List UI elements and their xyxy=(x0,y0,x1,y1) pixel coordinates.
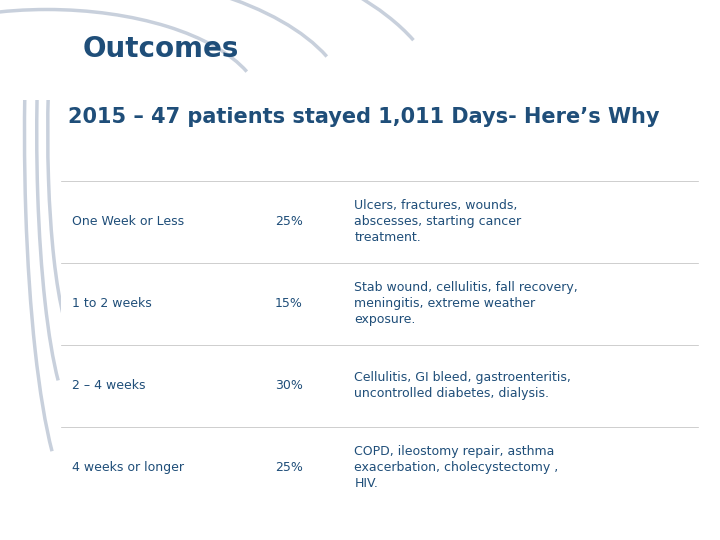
Text: Outcomes: Outcomes xyxy=(83,36,239,63)
Text: 15%: 15% xyxy=(275,298,303,310)
Text: 25%: 25% xyxy=(275,215,303,228)
Text: Ulcers, fractures, wounds,
abscesses, starting cancer
treatment.: Ulcers, fractures, wounds, abscesses, st… xyxy=(354,199,521,245)
Text: One Week or Less: One Week or Less xyxy=(72,215,184,228)
Text: 4 weeks or longer: 4 weeks or longer xyxy=(72,461,184,474)
Text: 25%: 25% xyxy=(275,461,303,474)
Text: 2 – 4 weeks: 2 – 4 weeks xyxy=(72,379,145,392)
Text: Stab wound, cellulitis, fall recovery,
meningitis, extreme weather
exposure.: Stab wound, cellulitis, fall recovery, m… xyxy=(354,281,578,326)
Text: 1 to 2 weeks: 1 to 2 weeks xyxy=(72,298,152,310)
Text: People: People xyxy=(262,152,315,166)
Text: Reason for Respite Needed: Reason for Respite Needed xyxy=(358,152,571,166)
Text: 30%: 30% xyxy=(275,379,303,392)
Text: 2015 – 47 patients stayed 1,011 Days- Here’s Why: 2015 – 47 patients stayed 1,011 Days- He… xyxy=(68,107,659,127)
Text: Cellulitis, GI bleed, gastroenteritis,
uncontrolled diabetes, dialysis.: Cellulitis, GI bleed, gastroenteritis, u… xyxy=(354,372,571,400)
Text: Length of Stay: Length of Stay xyxy=(74,152,189,166)
Text: COPD, ileostomy repair, asthma
exacerbation, cholecystectomy ,
HIV.: COPD, ileostomy repair, asthma exacerbat… xyxy=(354,445,559,490)
Text: 26: 26 xyxy=(18,518,35,532)
